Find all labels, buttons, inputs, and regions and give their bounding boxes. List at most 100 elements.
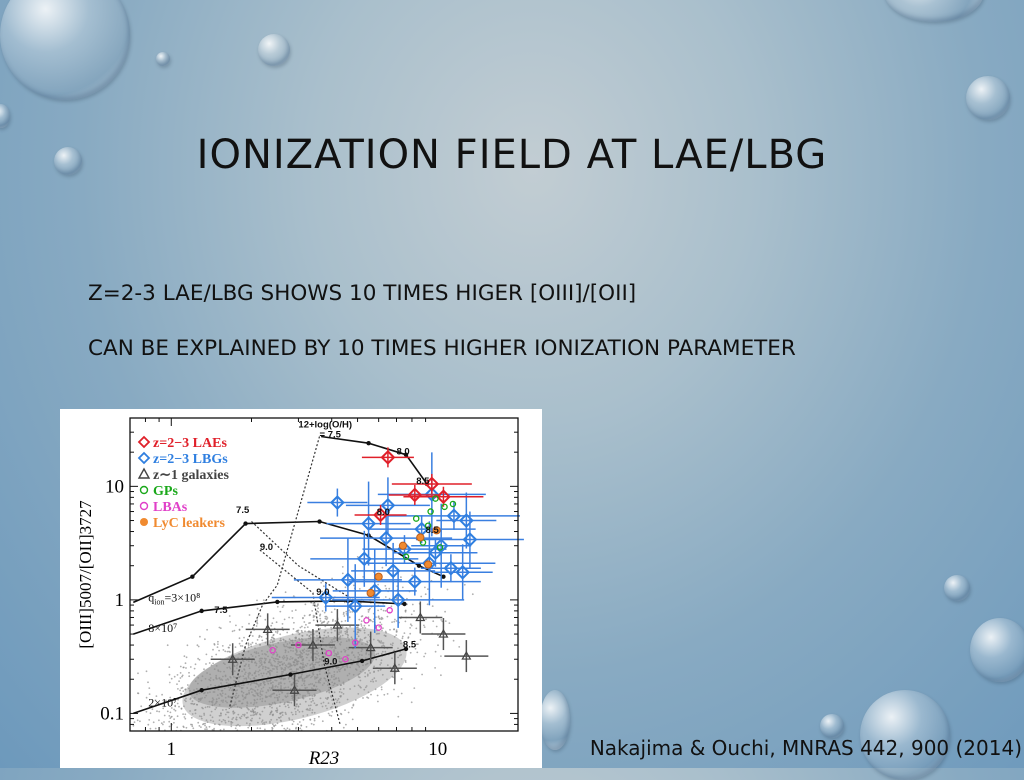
sdss-point bbox=[333, 678, 335, 681]
sdss-point bbox=[237, 657, 240, 659]
sdss-point bbox=[230, 746, 232, 748]
sdss-point bbox=[257, 694, 260, 697]
sdss-point bbox=[311, 683, 314, 685]
sdss-point bbox=[298, 711, 301, 713]
sdss-point bbox=[251, 635, 254, 637]
sdss-point bbox=[388, 587, 391, 590]
plot-frame-rect bbox=[129, 417, 519, 732]
sdss-point bbox=[205, 663, 207, 665]
gp-point bbox=[427, 508, 434, 515]
sdss-point bbox=[337, 666, 340, 669]
sdss-point bbox=[309, 698, 311, 700]
sdss-point bbox=[288, 638, 291, 641]
sdss-point bbox=[395, 634, 398, 636]
track-annotation: 9.0 bbox=[260, 542, 273, 553]
sdss-point bbox=[129, 760, 131, 762]
sdss-point bbox=[208, 700, 211, 703]
sdss-point bbox=[363, 629, 366, 632]
sdss-point bbox=[288, 642, 291, 644]
sdss-point bbox=[380, 652, 383, 655]
sdss-point bbox=[301, 635, 304, 637]
sdss-point bbox=[139, 720, 141, 723]
legend-marker bbox=[137, 435, 151, 449]
sdss-point bbox=[345, 613, 348, 615]
sdss-point bbox=[324, 662, 327, 664]
sdss-point bbox=[119, 690, 121, 692]
sdss-point bbox=[231, 688, 234, 691]
sdss-point bbox=[258, 717, 261, 720]
sdss-point bbox=[357, 631, 360, 634]
sdss-point bbox=[238, 642, 241, 645]
sdss-point bbox=[137, 692, 140, 695]
sdss-point bbox=[186, 644, 189, 647]
sdss-point bbox=[261, 694, 263, 696]
sdss-point bbox=[215, 698, 218, 701]
sdss-point bbox=[370, 619, 372, 622]
sdss-point bbox=[173, 721, 175, 724]
sdss-point bbox=[289, 668, 291, 671]
sdss-point bbox=[299, 693, 301, 696]
sdss-point bbox=[296, 685, 299, 688]
sdss-point bbox=[328, 691, 331, 694]
sdss-point bbox=[155, 695, 158, 697]
sdss-point bbox=[351, 652, 353, 654]
sdss-point bbox=[299, 662, 302, 665]
sdss-point bbox=[273, 640, 276, 643]
sdss-point bbox=[278, 759, 280, 761]
sdss-point bbox=[397, 656, 399, 659]
sdss-point bbox=[319, 697, 322, 700]
sdss-point bbox=[325, 618, 328, 621]
sdss-point bbox=[336, 651, 339, 654]
sdss-point bbox=[270, 734, 272, 736]
sdss-point bbox=[256, 692, 259, 695]
sdss-point bbox=[286, 701, 289, 703]
sdss-point bbox=[366, 674, 369, 677]
sdss-point bbox=[204, 724, 206, 727]
sdss-point bbox=[331, 620, 334, 622]
sdss-point bbox=[132, 724, 135, 727]
sdss-point bbox=[211, 734, 213, 736]
sdss-point bbox=[281, 606, 284, 608]
sdss-point bbox=[232, 685, 234, 688]
ionization-label: 2×10⁷ bbox=[148, 696, 177, 710]
water-drop-decoration bbox=[258, 34, 290, 66]
sdss-point bbox=[277, 658, 280, 661]
model-node bbox=[317, 519, 322, 524]
sdss-point bbox=[170, 715, 173, 718]
sdss-point bbox=[147, 723, 150, 726]
sdss-point bbox=[289, 665, 292, 668]
sdss-point bbox=[381, 617, 384, 620]
sdss-point bbox=[255, 675, 257, 677]
sdss-point bbox=[401, 586, 404, 589]
sdss-point bbox=[407, 636, 410, 639]
sdss-point bbox=[300, 724, 303, 727]
sdss-point bbox=[321, 684, 324, 686]
sdss-point bbox=[163, 735, 165, 737]
sdss-point bbox=[303, 679, 306, 682]
sdss-point bbox=[164, 745, 166, 747]
sdss-point bbox=[249, 678, 252, 680]
sdss-point bbox=[286, 643, 289, 645]
sdss-point bbox=[401, 637, 404, 640]
sdss-point bbox=[296, 679, 298, 682]
sdss-point bbox=[317, 661, 319, 664]
sdss-point bbox=[358, 588, 361, 590]
model-node bbox=[199, 688, 204, 693]
sdss-point bbox=[291, 610, 294, 612]
sdss-point bbox=[265, 691, 268, 694]
sdss-point bbox=[264, 696, 267, 699]
sdss-point bbox=[246, 702, 249, 705]
sdss-point bbox=[268, 660, 271, 663]
sdss-point bbox=[355, 637, 358, 640]
sdss-point bbox=[195, 687, 198, 690]
sdss-point bbox=[269, 703, 271, 706]
sdss-point bbox=[288, 728, 291, 731]
sdss-point bbox=[354, 656, 356, 659]
sdss-point bbox=[224, 700, 227, 703]
sdss-point bbox=[240, 690, 243, 693]
sdss-point bbox=[304, 700, 307, 703]
sdss-point bbox=[238, 676, 240, 679]
sdss-point bbox=[296, 663, 298, 666]
sdss-point bbox=[381, 650, 384, 653]
sdss-point bbox=[316, 688, 319, 691]
